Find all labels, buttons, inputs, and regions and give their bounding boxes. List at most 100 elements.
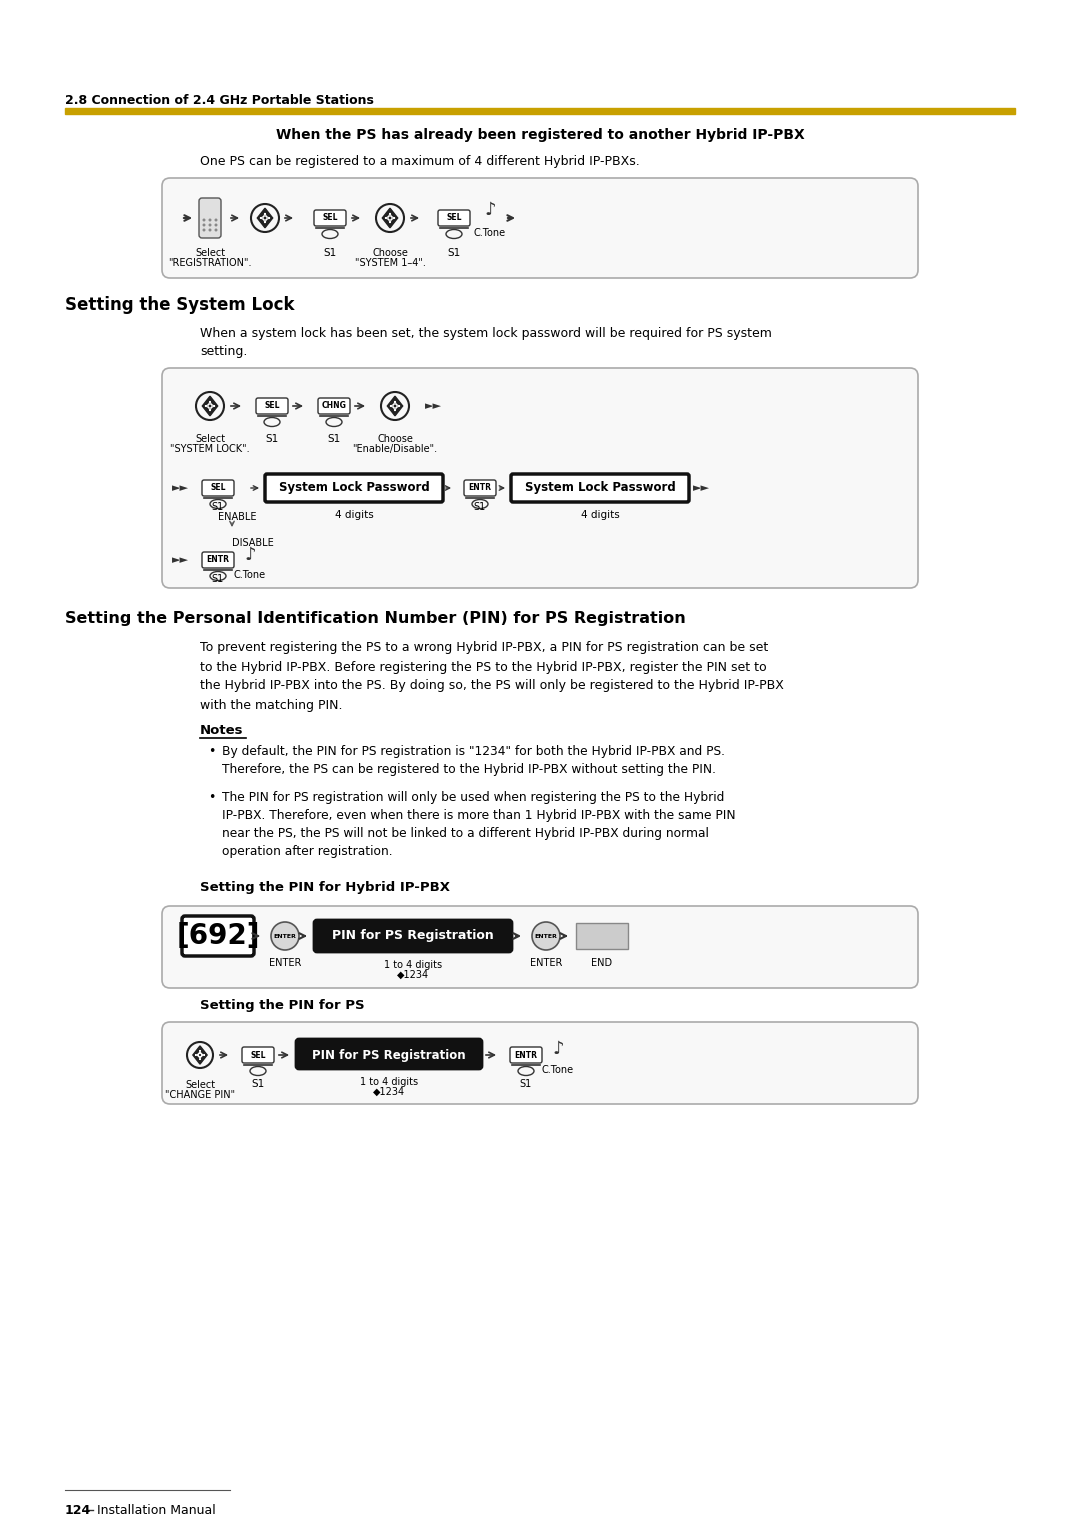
- Circle shape: [271, 921, 299, 950]
- Text: 2.8 Connection of 2.4 GHz Portable Stations: 2.8 Connection of 2.4 GHz Portable Stati…: [65, 93, 374, 107]
- Text: DISABLE: DISABLE: [232, 538, 273, 549]
- Text: ENABLE: ENABLE: [218, 512, 257, 523]
- FancyBboxPatch shape: [314, 920, 512, 952]
- Text: System Lock Password: System Lock Password: [525, 481, 675, 495]
- Circle shape: [208, 229, 212, 232]
- Text: PIN for PS Registration: PIN for PS Registration: [333, 929, 494, 943]
- Circle shape: [532, 921, 561, 950]
- Text: ♪: ♪: [552, 1041, 564, 1057]
- Circle shape: [215, 229, 217, 232]
- Text: SEL: SEL: [446, 214, 462, 223]
- Polygon shape: [202, 396, 218, 416]
- Bar: [576, 923, 627, 949]
- Text: "SYSTEM LOCK".: "SYSTEM LOCK".: [171, 445, 249, 454]
- Polygon shape: [257, 208, 272, 228]
- Text: 4 digits: 4 digits: [581, 510, 619, 520]
- Polygon shape: [382, 208, 397, 228]
- FancyBboxPatch shape: [464, 480, 496, 497]
- Text: with the matching PIN.: with the matching PIN.: [200, 698, 342, 712]
- Text: 4 digits: 4 digits: [335, 510, 374, 520]
- Text: CHNG: CHNG: [322, 402, 347, 411]
- Text: Select: Select: [194, 434, 225, 445]
- Circle shape: [215, 223, 217, 226]
- Text: Installation Manual: Installation Manual: [97, 1504, 216, 1516]
- Text: [692]: [692]: [176, 921, 260, 950]
- Text: SEL: SEL: [251, 1051, 266, 1059]
- FancyBboxPatch shape: [202, 480, 234, 497]
- Text: setting.: setting.: [200, 345, 247, 359]
- Text: S1: S1: [327, 434, 340, 445]
- Text: Choose: Choose: [377, 434, 413, 445]
- FancyBboxPatch shape: [202, 552, 234, 568]
- FancyBboxPatch shape: [162, 177, 918, 278]
- Text: ►►: ►►: [172, 555, 189, 565]
- Text: "CHANGE PIN": "CHANGE PIN": [165, 1089, 235, 1100]
- FancyBboxPatch shape: [199, 199, 221, 238]
- Text: SEL: SEL: [211, 483, 226, 492]
- Text: C.Tone: C.Tone: [542, 1065, 575, 1076]
- Text: C.Tone: C.Tone: [474, 228, 507, 238]
- Text: Select: Select: [194, 248, 225, 258]
- Circle shape: [203, 229, 205, 232]
- Text: ENTR: ENTR: [514, 1051, 538, 1059]
- Text: 124: 124: [65, 1504, 91, 1516]
- Text: S1: S1: [323, 248, 337, 258]
- Text: ENTR: ENTR: [206, 556, 229, 564]
- Text: By default, the PIN for PS registration is "1234" for both the Hybrid IP-PBX and: By default, the PIN for PS registration …: [222, 746, 725, 758]
- Text: near the PS, the PS will not be linked to a different Hybrid IP-PBX during norma: near the PS, the PS will not be linked t…: [222, 828, 708, 840]
- FancyBboxPatch shape: [510, 1047, 542, 1063]
- FancyBboxPatch shape: [242, 1047, 274, 1063]
- FancyBboxPatch shape: [438, 209, 470, 226]
- Text: the Hybrid IP-PBX into the PS. By doing so, the PS will only be registered to th: the Hybrid IP-PBX into the PS. By doing …: [200, 680, 784, 692]
- Text: SEL: SEL: [322, 214, 338, 223]
- FancyBboxPatch shape: [296, 1039, 482, 1070]
- Text: Select: Select: [185, 1080, 215, 1089]
- Text: •: •: [208, 746, 216, 758]
- Text: ◆1234: ◆1234: [397, 970, 429, 979]
- Text: SEL: SEL: [265, 402, 280, 411]
- Text: S1: S1: [212, 503, 225, 512]
- Text: "Enable/Disable".: "Enable/Disable".: [352, 445, 437, 454]
- FancyBboxPatch shape: [511, 474, 689, 503]
- Text: 1 to 4 digits: 1 to 4 digits: [360, 1077, 418, 1086]
- Text: END: END: [592, 958, 612, 969]
- Text: Notes: Notes: [200, 723, 243, 736]
- FancyBboxPatch shape: [162, 906, 918, 989]
- Polygon shape: [388, 396, 403, 416]
- Text: To prevent registering the PS to a wrong Hybrid IP-PBX, a PIN for PS registratio: To prevent registering the PS to a wrong…: [200, 642, 768, 654]
- FancyBboxPatch shape: [265, 474, 443, 503]
- Text: When a system lock has been set, the system lock password will be required for P: When a system lock has been set, the sys…: [200, 327, 772, 339]
- Text: ◆1234: ◆1234: [373, 1086, 405, 1097]
- Bar: [65, 108, 1015, 115]
- Text: S1: S1: [212, 575, 225, 584]
- Text: One PS can be registered to a maximum of 4 different Hybrid IP-PBXs.: One PS can be registered to a maximum of…: [200, 156, 639, 168]
- Text: to the Hybrid IP-PBX. Before registering the PS to the Hybrid IP-PBX, register t: to the Hybrid IP-PBX. Before registering…: [200, 660, 767, 674]
- Text: When the PS has already been registered to another Hybrid IP-PBX: When the PS has already been registered …: [275, 128, 805, 142]
- Text: •: •: [208, 792, 216, 805]
- Text: ENTER: ENTER: [530, 958, 563, 969]
- FancyBboxPatch shape: [162, 1022, 918, 1105]
- Text: PIN for PS Registration: PIN for PS Registration: [312, 1048, 465, 1062]
- Text: ♪: ♪: [244, 545, 256, 564]
- Text: Setting the System Lock: Setting the System Lock: [65, 296, 295, 313]
- Text: ►►: ►►: [693, 483, 710, 494]
- Text: ♪: ♪: [484, 202, 496, 219]
- Circle shape: [215, 219, 217, 222]
- Text: Setting the PIN for PS: Setting the PIN for PS: [200, 999, 365, 1013]
- Text: System Lock Password: System Lock Password: [279, 481, 430, 495]
- Text: ENTER: ENTER: [535, 934, 557, 938]
- Circle shape: [203, 223, 205, 226]
- Polygon shape: [193, 1045, 207, 1063]
- Circle shape: [203, 219, 205, 222]
- FancyBboxPatch shape: [314, 209, 346, 226]
- Text: ►►: ►►: [172, 483, 189, 494]
- Text: S1: S1: [474, 503, 486, 512]
- Circle shape: [208, 219, 212, 222]
- Text: S1: S1: [519, 1079, 532, 1089]
- Text: 1 to 4 digits: 1 to 4 digits: [383, 960, 442, 970]
- FancyBboxPatch shape: [183, 915, 254, 957]
- Text: S1: S1: [266, 434, 279, 445]
- Text: Choose: Choose: [373, 248, 408, 258]
- Text: ►►: ►►: [426, 400, 442, 411]
- Text: "REGISTRATION".: "REGISTRATION".: [168, 258, 252, 267]
